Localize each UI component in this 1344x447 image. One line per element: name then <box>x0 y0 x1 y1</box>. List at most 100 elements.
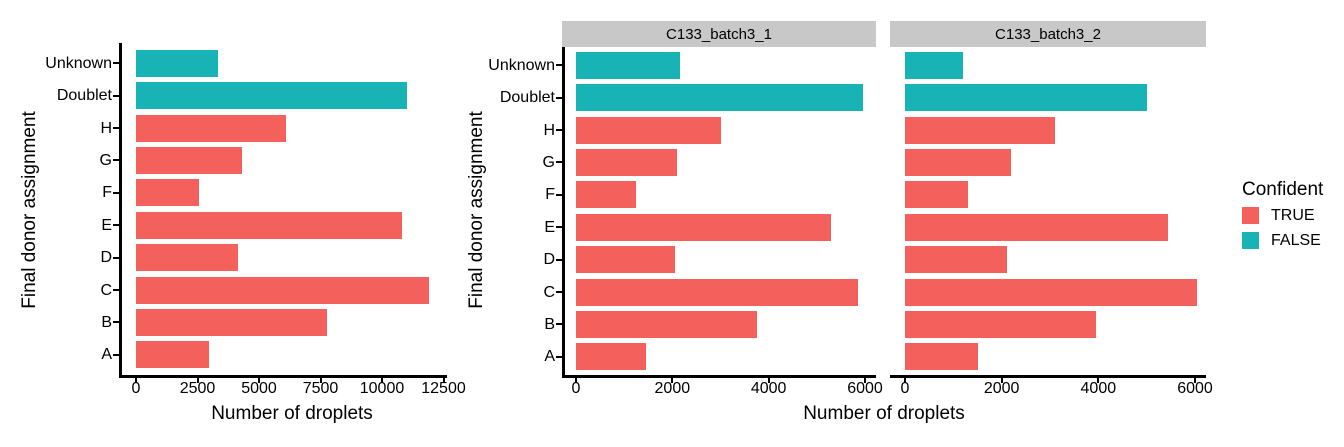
y-category-label-h: H <box>543 121 555 139</box>
y-tick <box>555 129 562 131</box>
y-category-label-b: B <box>101 313 112 331</box>
x-tick <box>1000 377 1003 383</box>
y-category-label-unknown: Unknown <box>488 56 555 74</box>
y-tick <box>555 323 562 326</box>
y-tick <box>555 291 562 293</box>
bar-d <box>136 244 239 272</box>
bar-b <box>576 310 757 338</box>
y-tick <box>112 289 119 291</box>
y-axis-title-left: Final donor assignment <box>19 111 40 309</box>
x-tick <box>135 377 137 383</box>
bar-d <box>905 246 1007 274</box>
bar-g <box>905 148 1012 176</box>
bar-f <box>136 179 199 207</box>
bar-a <box>136 341 209 369</box>
bar-doublet <box>576 84 863 112</box>
y-axis-line <box>119 43 122 378</box>
y-tick <box>112 191 119 194</box>
x-tick-label: 12500 <box>421 380 466 397</box>
y-category-label-g: G <box>542 153 555 171</box>
bar-c <box>576 278 858 306</box>
y-tick <box>112 353 119 356</box>
bar-e <box>905 213 1169 241</box>
legend-swatch-true <box>1242 207 1259 224</box>
y-category-label-f: F <box>545 186 555 204</box>
y-tick <box>112 256 119 259</box>
legend-label-true: TRUE <box>1271 207 1315 224</box>
bar-unknown <box>576 51 680 79</box>
y-axis-line <box>562 47 565 378</box>
bar-f <box>905 181 968 209</box>
y-category-label-unknown: Unknown <box>45 54 112 72</box>
facet-strip-1: C133_batch3_1 <box>562 21 876 47</box>
y-category-label-doublet: Doublet <box>499 89 555 107</box>
bar-c <box>905 278 1198 306</box>
y-category-label-f: F <box>102 184 112 202</box>
x-tick <box>864 377 866 383</box>
y-category-label-d: D <box>543 251 555 269</box>
y-category-label-g: G <box>99 151 112 169</box>
x-tick <box>319 377 322 383</box>
legend-item-false: FALSE <box>1242 232 1323 249</box>
x-tick-label: 10000 <box>359 380 405 397</box>
facet-strip-label: C133_batch3_2 <box>995 25 1101 43</box>
y-tick <box>112 224 119 227</box>
bar-c <box>136 276 429 304</box>
bar-h <box>576 116 721 144</box>
x-tick-label: 6000 <box>847 380 883 397</box>
bar-g <box>576 148 678 176</box>
legend-label-false: FALSE <box>1271 232 1321 249</box>
bar-e <box>136 211 402 239</box>
bar-b <box>905 310 1096 338</box>
x-tick <box>381 377 383 383</box>
facet-strip-2: C133_batch3_2 <box>890 21 1206 47</box>
x-tick-label: 2500 <box>179 380 216 397</box>
x-axis-title-facet: Number of droplets <box>803 403 965 424</box>
x-tick-label: 0 <box>900 380 910 397</box>
y-tick <box>555 193 562 196</box>
y-category-label-a: A <box>101 346 112 364</box>
legend-title: Confident <box>1242 179 1324 200</box>
y-category-label-e: E <box>101 216 112 234</box>
legend-swatch-false <box>1242 232 1259 249</box>
x-tick-label: 4000 <box>1080 380 1117 397</box>
bar-b <box>136 308 327 336</box>
x-tick <box>575 377 577 383</box>
bar-f <box>576 181 637 209</box>
bar-h <box>905 116 1055 144</box>
y-category-label-doublet: Doublet <box>56 87 112 105</box>
y-tick <box>112 62 119 65</box>
x-tick <box>258 377 260 383</box>
legend-item-true: TRUE <box>1242 207 1323 224</box>
x-axis-line <box>119 375 447 378</box>
x-tick-label: 2000 <box>654 380 691 397</box>
y-tick <box>112 127 119 129</box>
x-tick-label: 4000 <box>750 380 787 397</box>
x-tick-label: 0 <box>131 380 141 397</box>
bar-d <box>576 246 675 274</box>
x-tick-label: 5000 <box>241 380 277 397</box>
y-tick <box>112 159 119 162</box>
y-tick <box>555 96 562 99</box>
bar-e <box>576 213 832 241</box>
y-tick <box>555 258 562 261</box>
x-tick <box>1194 377 1196 383</box>
x-tick <box>442 377 445 383</box>
y-category-label-b: B <box>544 315 555 333</box>
x-tick-label: 6000 <box>1177 380 1213 397</box>
bar-h <box>136 114 287 142</box>
bar-g <box>136 146 242 174</box>
x-tick <box>1097 377 1100 383</box>
x-tick <box>904 377 906 383</box>
y-category-label-c: C <box>100 281 112 299</box>
x-axis-line <box>890 375 1206 378</box>
bar-a <box>905 343 978 371</box>
x-tick-label: 2000 <box>983 380 1020 397</box>
x-axis-title-left: Number of droplets <box>211 403 373 424</box>
bar-doublet <box>136 82 407 110</box>
x-tick-label: 7500 <box>302 380 339 397</box>
y-tick <box>555 64 562 67</box>
x-tick-label: 0 <box>571 380 581 397</box>
y-category-label-a: A <box>544 348 555 366</box>
y-tick <box>555 226 562 229</box>
